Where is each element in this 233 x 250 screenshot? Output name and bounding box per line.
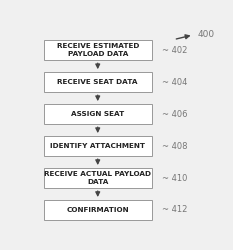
Text: RECEIVE SEAT DATA: RECEIVE SEAT DATA [58,79,138,85]
Text: ~ 412: ~ 412 [162,206,187,214]
Text: RECEIVE ESTIMATED
PAYLOAD DATA: RECEIVE ESTIMATED PAYLOAD DATA [57,43,139,57]
Text: ASSIGN SEAT: ASSIGN SEAT [71,111,124,117]
Bar [44,72,152,92]
Text: ~ 408: ~ 408 [162,142,187,150]
Text: ~ 402: ~ 402 [162,46,187,55]
Text: ~ 404: ~ 404 [162,78,187,87]
Text: ~ 406: ~ 406 [162,110,187,118]
Bar [44,136,152,156]
Text: 400: 400 [198,30,215,39]
Bar [44,104,152,124]
Bar [44,40,152,60]
Text: RECEIVE ACTUAL PAYLOAD
DATA: RECEIVE ACTUAL PAYLOAD DATA [44,171,151,185]
Bar [44,200,152,220]
Bar [44,168,152,188]
Text: CONFIRMATION: CONFIRMATION [66,207,129,213]
Text: IDENTIFY ATTACHMENT: IDENTIFY ATTACHMENT [50,143,145,149]
Text: ~ 410: ~ 410 [162,174,187,182]
